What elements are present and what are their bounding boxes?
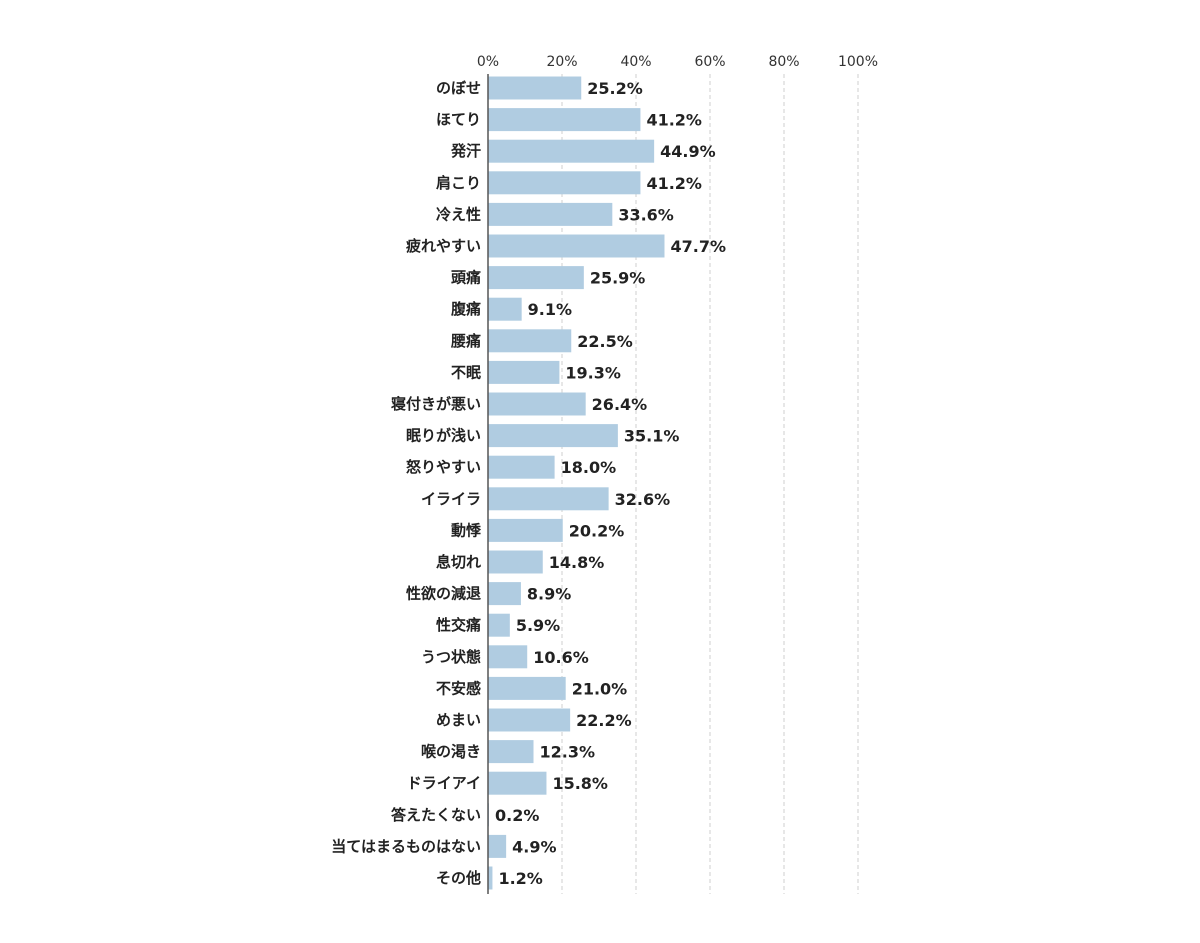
bar [488, 518, 563, 542]
bar [488, 613, 510, 637]
category-label: 動悸 [451, 521, 482, 539]
category-label: 腹痛 [451, 300, 481, 318]
bar [488, 645, 528, 669]
bar [488, 582, 521, 606]
category-label: 眠りが浅い [406, 427, 481, 445]
category-label: 答えたくない [391, 806, 481, 824]
category-label: 寝付きが悪い [391, 395, 481, 413]
category-label: 不安感 [436, 679, 481, 697]
category-label: 頭痛 [451, 269, 481, 287]
value-label: 22.5% [577, 332, 633, 351]
category-label: 当てはまるものはない [331, 837, 481, 855]
value-label: 35.1% [624, 427, 680, 446]
category-label: ドライアイ [407, 774, 481, 792]
x-axis-ticks: 0% 20% 40% 60% 80% 100% [477, 54, 878, 70]
category-label: のぼせ [436, 79, 481, 97]
value-label: 8.9% [527, 585, 571, 604]
bar [488, 392, 586, 416]
x-tick-label: 20% [546, 54, 577, 70]
bar [488, 487, 609, 511]
bar [488, 834, 507, 858]
value-label: 20.2% [569, 521, 625, 540]
x-tick-label: 0% [477, 54, 499, 70]
value-labels: 25.2%41.2%44.9%41.2%33.6%47.7%25.9%9.1%2… [495, 79, 726, 888]
bar [488, 550, 543, 574]
value-label: 44.9% [660, 142, 716, 161]
x-tick-label: 80% [768, 54, 799, 70]
bar [488, 171, 641, 195]
value-label: 18.0% [561, 458, 617, 477]
x-tick-label: 100% [838, 54, 878, 70]
category-label: 性交痛 [436, 616, 481, 634]
value-label: 33.6% [618, 205, 674, 224]
bar [488, 740, 534, 764]
bar [488, 139, 655, 163]
bar [488, 708, 571, 732]
bar [488, 360, 560, 384]
bar [488, 202, 613, 226]
bar [488, 76, 582, 100]
bar [488, 424, 618, 448]
category-label: 肩こり [436, 174, 481, 192]
category-label: ほてり [436, 111, 481, 129]
value-label: 15.8% [552, 774, 608, 793]
category-label: その他 [436, 869, 481, 887]
value-label: 19.3% [565, 363, 621, 382]
value-label: 26.4% [592, 395, 648, 414]
category-label: イライラ [421, 490, 481, 508]
value-label: 14.8% [549, 553, 605, 572]
category-label: めまい [436, 711, 481, 729]
bar [488, 455, 555, 479]
bar [488, 676, 566, 700]
x-tick-label: 40% [620, 54, 651, 70]
value-label: 41.2% [646, 174, 702, 193]
category-label: 喉の渇き [421, 743, 481, 761]
value-label: 12.3% [540, 743, 596, 762]
category-label: 疲れやすい [406, 237, 481, 255]
value-label: 25.2% [587, 79, 643, 98]
category-label: 発汗 [450, 142, 481, 160]
value-label: 10.6% [533, 648, 589, 667]
category-label: 怒りやすい [406, 458, 481, 476]
value-label: 1.2% [498, 869, 542, 888]
value-label: 5.9% [516, 616, 560, 635]
value-label: 25.9% [590, 269, 646, 288]
category-label: 息切れ [436, 553, 481, 571]
category-label: 性欲の減退 [406, 585, 481, 603]
category-label: 腰痛 [450, 332, 481, 350]
bar [488, 108, 641, 132]
category-label: 不眠 [451, 363, 481, 381]
bars [488, 76, 665, 890]
bar [488, 234, 665, 258]
value-label: 21.0% [572, 679, 628, 698]
value-label: 0.2% [495, 806, 539, 825]
category-label: 冷え性 [436, 205, 481, 223]
value-label: 47.7% [670, 237, 726, 256]
value-label: 32.6% [615, 490, 671, 509]
bar [488, 266, 584, 290]
value-label: 41.2% [646, 111, 702, 130]
x-tick-label: 60% [694, 54, 725, 70]
value-label: 4.9% [512, 837, 556, 856]
bar [488, 771, 547, 795]
bar [488, 329, 572, 353]
gridlines [561, 74, 859, 894]
value-label: 22.2% [576, 711, 632, 730]
category-labels: のぼせほてり発汗肩こり冷え性疲れやすい頭痛腹痛腰痛不眠寝付きが悪い眠りが浅い怒り… [331, 79, 482, 887]
value-label: 9.1% [528, 300, 572, 319]
bar [488, 297, 522, 321]
bar [488, 866, 493, 890]
category-label: うつ状態 [421, 648, 481, 666]
